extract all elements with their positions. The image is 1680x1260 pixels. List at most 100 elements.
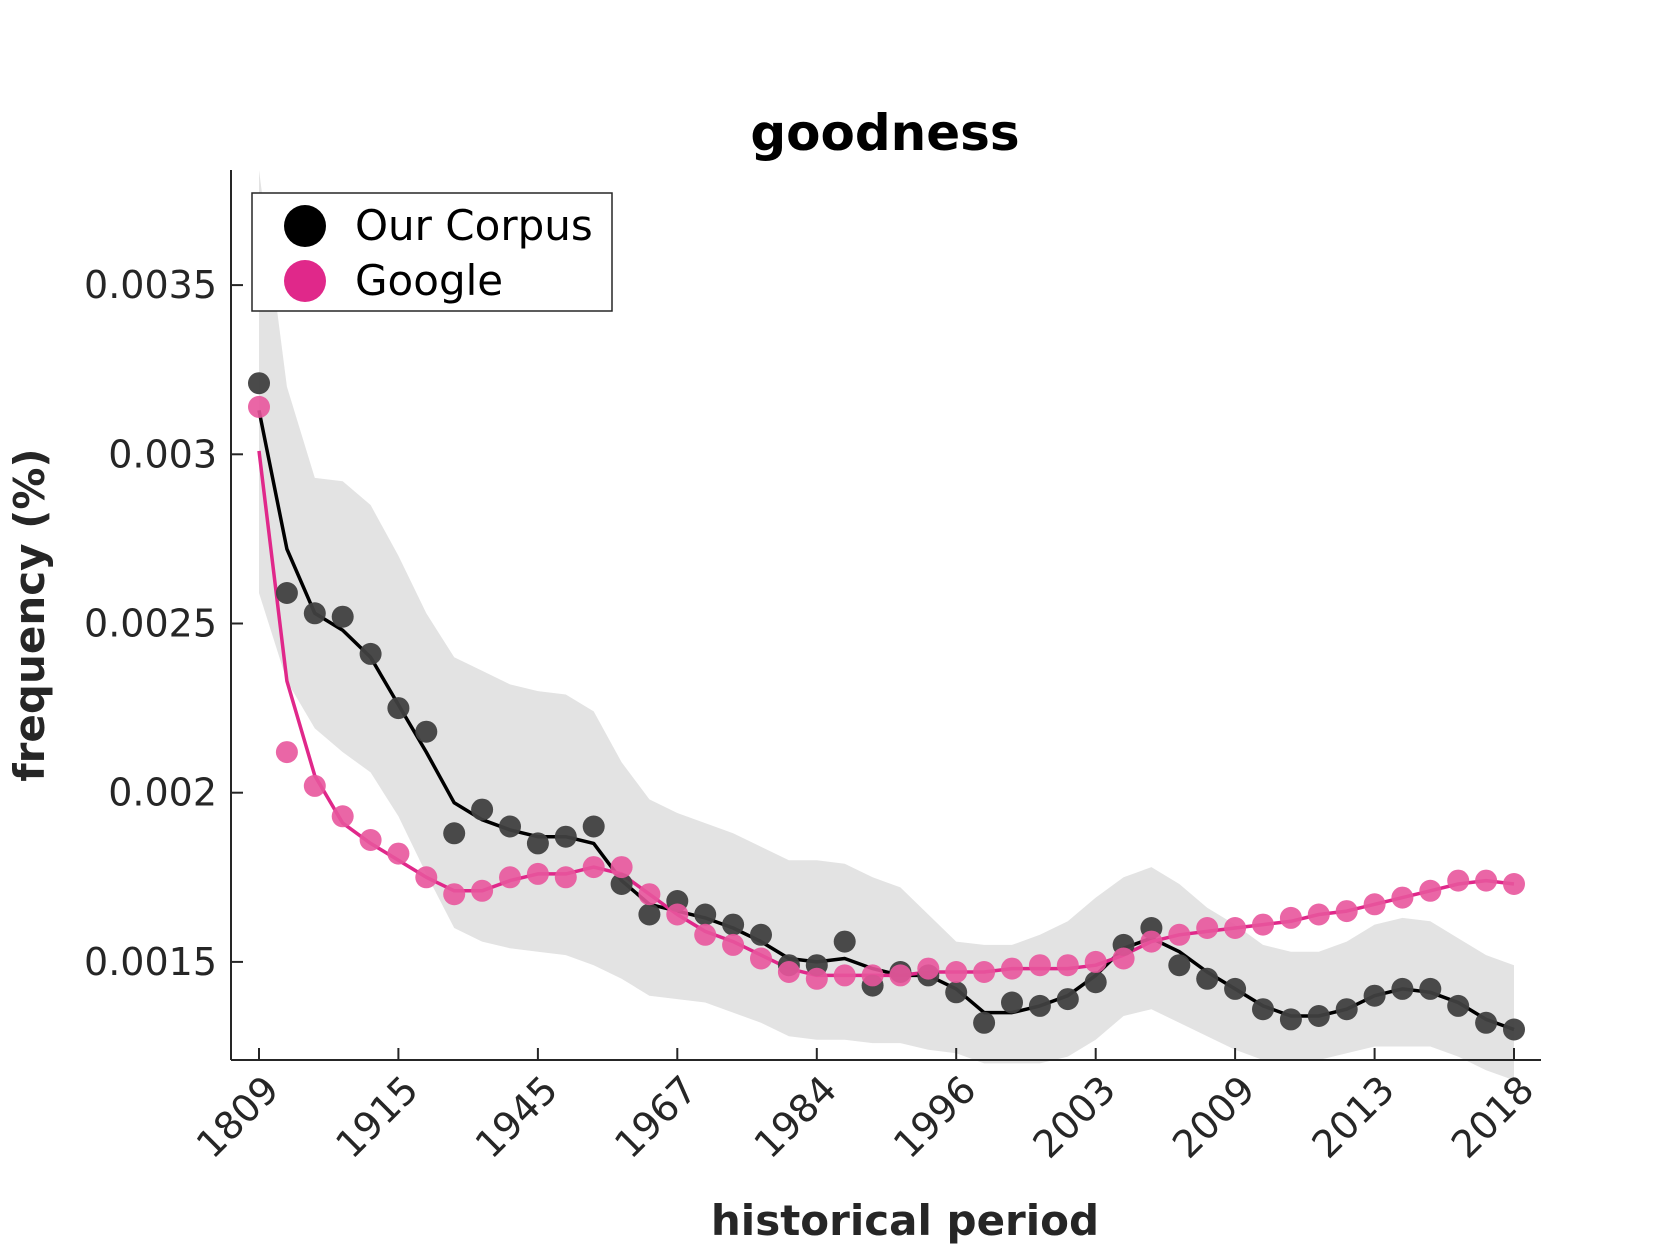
google-point [861,964,884,987]
our-corpus-point [415,720,438,743]
google-point [666,903,689,926]
trend-line-our-corpus [257,409,1515,1032]
google-point [1168,923,1191,946]
google-point [610,856,633,879]
our-corpus-point [1279,1008,1302,1031]
google-point [750,947,772,970]
y-axis-ticks: 0.0015 0.002 0.0025 0.003 0.0035 [84,263,243,984]
google-point [1084,950,1107,973]
google-point [471,879,494,902]
our-corpus-point [1056,988,1079,1011]
google-point [833,964,856,987]
trend-line-google [257,450,1515,978]
google-point [1196,917,1219,939]
our-corpus-point [750,923,772,946]
legend-marker-our-corpus [284,205,326,247]
y-axis-title: frequency (%) [5,448,54,781]
our-corpus-point [499,815,521,838]
google-point [582,856,605,879]
our-corpus-point [1224,977,1247,1000]
our-corpus-point [1335,998,1358,1021]
google-point [499,866,521,889]
google-point [1224,917,1247,939]
google-point [777,961,800,983]
legend-label-our-corpus: Our Corpus [355,201,593,250]
our-corpus-point [359,642,382,665]
our-corpus-point [833,930,856,953]
google-point [805,967,828,990]
google-point [1447,869,1470,892]
google-point [945,961,968,983]
google-point [917,957,940,980]
our-corpus-point [638,903,661,926]
y-tick-label: 0.0015 [84,940,217,984]
our-corpus-point [1196,967,1219,990]
y-tick-label: 0.003 [108,432,217,476]
our-corpus-point [582,815,605,838]
our-corpus-point [1028,994,1051,1017]
our-corpus-point [1363,984,1386,1007]
google-point [554,866,577,889]
plot-area [248,170,1525,1081]
our-corpus-point [1252,998,1274,1021]
our-corpus-point [1168,954,1191,977]
our-corpus-point [1391,977,1414,1000]
google-point [1279,906,1302,929]
legend-label-google: Google [355,256,503,305]
our-corpus-point [387,697,410,720]
our-corpus-point [275,582,298,604]
our-corpus-point [1307,1005,1330,1027]
series-google-points [248,395,1525,990]
google-point [1140,930,1163,953]
y-tick-label: 0.0025 [84,602,217,646]
our-corpus-point [1001,991,1023,1014]
x-axis-title: historical period [711,1196,1099,1245]
google-point [1307,903,1330,926]
chart-title: goodness [750,104,1019,162]
y-tick-label: 0.002 [108,771,217,815]
google-point [1335,900,1358,923]
google-point [1252,913,1274,936]
our-corpus-point [1419,977,1442,1000]
google-point [1503,873,1525,895]
google-point [275,741,298,764]
our-corpus-point [526,832,549,855]
google-point [1001,957,1023,980]
our-corpus-point [1447,994,1470,1017]
confidence-band-our-corpus [259,170,1514,1081]
google-point [415,866,438,889]
our-corpus-point [471,798,494,821]
our-corpus-point [610,873,633,895]
google-point [1112,947,1135,970]
our-corpus-point [303,602,326,625]
google-point [1475,869,1498,892]
google-point [889,964,912,987]
google-point [359,829,382,851]
our-corpus-point [1503,1018,1525,1041]
our-corpus-point [973,1011,996,1034]
google-point [526,862,549,885]
our-corpus-point [722,913,745,936]
google-point [1028,954,1051,977]
legend: Our Corpus Google [251,192,613,312]
our-corpus-point [554,825,577,848]
google-point [1363,893,1386,916]
our-corpus-point [1084,971,1107,994]
google-point [387,842,410,865]
google-point [443,883,466,906]
google-point [722,933,745,956]
google-point [303,774,326,797]
our-corpus-point [443,822,466,845]
google-point [638,883,661,906]
our-corpus-point [694,903,717,926]
y-tick-label: 0.0035 [84,263,217,307]
google-point [1419,879,1442,902]
our-corpus-point [331,605,354,628]
google-point [331,805,354,828]
google-point [694,923,717,946]
google-point [973,961,996,983]
google-point [248,395,270,418]
google-point [1391,886,1414,909]
our-corpus-point [1475,1011,1498,1034]
